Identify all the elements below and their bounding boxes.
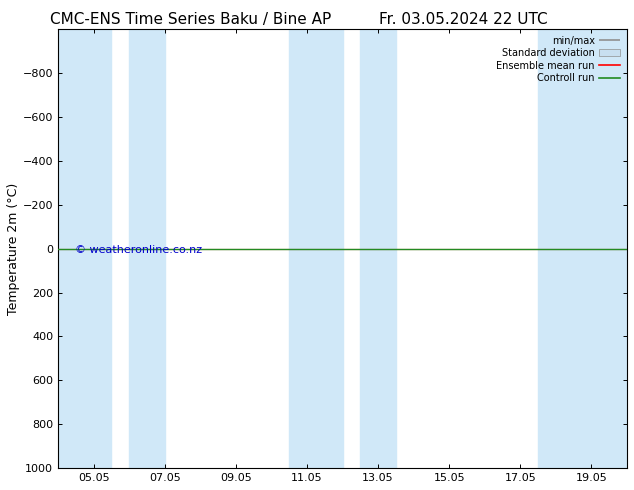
Text: Fr. 03.05.2024 22 UTC: Fr. 03.05.2024 22 UTC xyxy=(378,12,547,27)
Bar xyxy=(289,29,342,468)
Bar xyxy=(58,29,112,468)
Text: © weatheronline.co.nz: © weatheronline.co.nz xyxy=(75,245,202,255)
Bar xyxy=(129,29,165,468)
Y-axis label: Temperature 2m (°C): Temperature 2m (°C) xyxy=(7,182,20,315)
Bar xyxy=(360,29,396,468)
Legend: min/max, Standard deviation, Ensemble mean run, Controll run: min/max, Standard deviation, Ensemble me… xyxy=(495,34,622,85)
Text: CMC-ENS Time Series Baku / Bine AP: CMC-ENS Time Series Baku / Bine AP xyxy=(49,12,331,27)
Bar xyxy=(538,29,627,468)
